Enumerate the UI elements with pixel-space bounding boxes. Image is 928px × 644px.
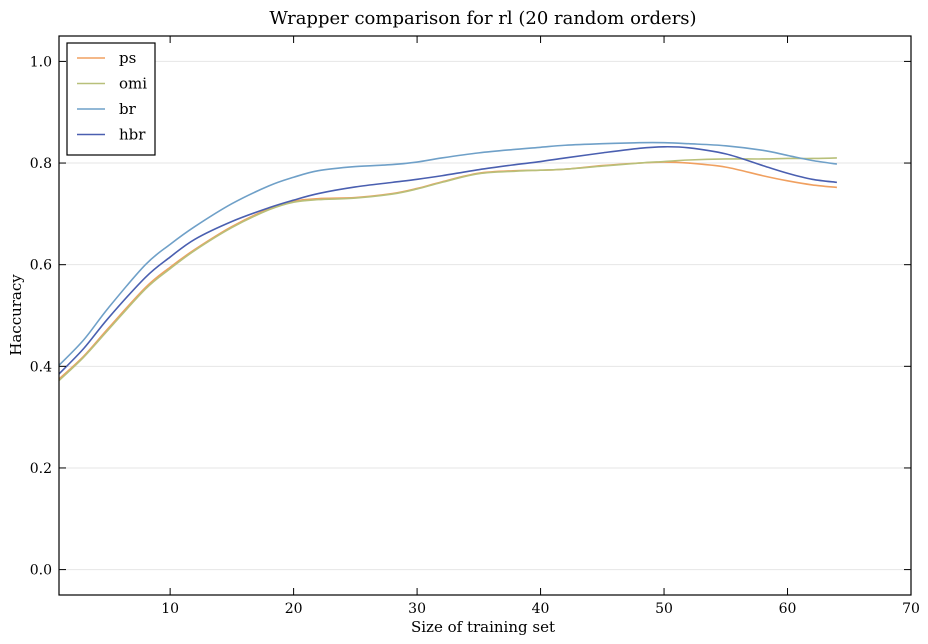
x-tick-label: 60 [779,601,797,617]
y-tick-label: 1.0 [30,54,52,70]
legend: ps omi br hbr [66,42,156,156]
x-tick-label: 30 [408,601,426,617]
legend-label-omi: omi [119,75,147,93]
legend-label-ps: ps [119,49,136,67]
tick-layer: 0.0 0.2 0.4 0.6 0.8 1.0 10 20 30 40 50 60 70 [30,36,920,617]
y-tick-label: 0.2 [30,461,52,477]
series-line-omi [58,157,837,382]
x-tick-label: 70 [902,601,920,617]
y-tick-label: 0.0 [30,563,52,579]
y-tick-label: 0.6 [30,258,52,274]
y-axis-title: Haccuracy [7,274,25,356]
series-layer [58,141,838,382]
legend-label-br: br [119,100,137,118]
x-axis-title: Size of training set [411,618,555,636]
x-tick-label: 40 [532,601,550,617]
series-line-hbr [58,145,838,375]
x-tick-label: 10 [161,601,179,617]
legend-box [66,42,156,156]
series-line-ps [58,161,837,380]
y-tick-label: 0.4 [30,359,52,375]
y-tick-label: 0.8 [30,156,52,172]
x-tick-label: 20 [285,601,303,617]
chart-title: Wrapper comparison for rl (20 random ord… [269,8,696,29]
legend-label-hbr: hbr [119,126,146,144]
grid-layer [59,60,911,571]
x-tick-label: 50 [655,601,673,617]
series-line-br [58,141,838,366]
plot-frame [58,35,912,596]
